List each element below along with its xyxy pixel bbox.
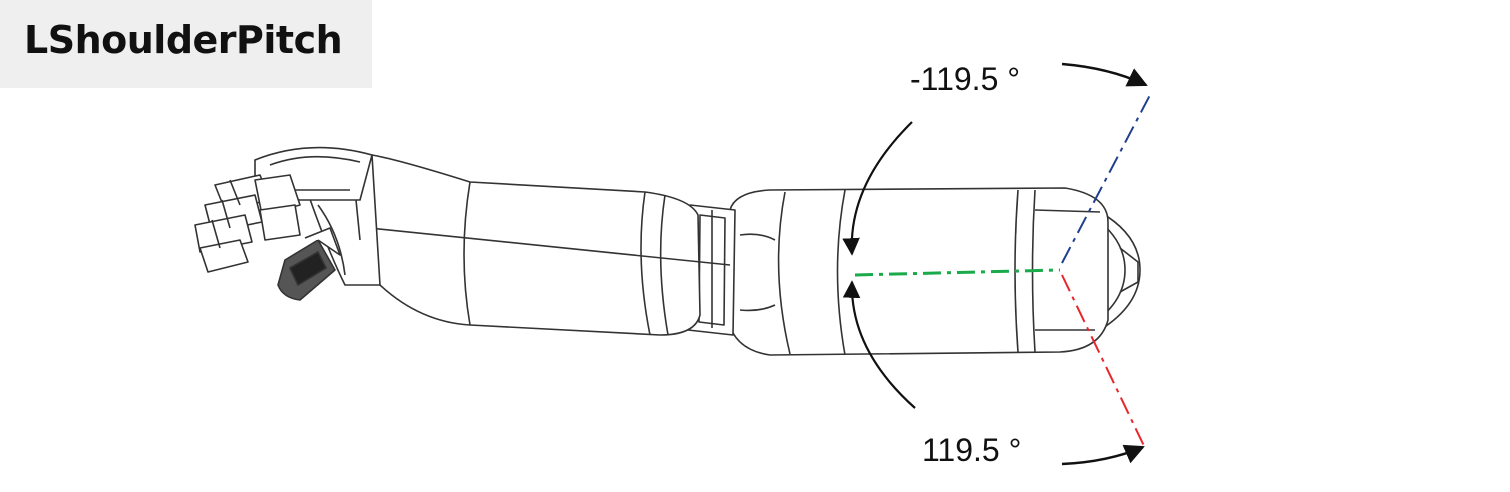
upper-range-arc [842, 121, 913, 256]
robot-arm [194, 146, 1141, 356]
thumb [277, 227, 341, 301]
min-angle-label: -119.5 ° [910, 61, 1021, 97]
min-angle-axis-line [1061, 94, 1151, 264]
joint-title: LShoulderPitch [24, 18, 343, 62]
neutral-axis-line [854, 268, 1061, 277]
lower-rotation-arrow [1061, 444, 1145, 466]
max-angle-label: 119.5 ° [922, 432, 1022, 468]
max-angle-axis-line [1061, 274, 1146, 449]
title-box: LShoulderPitch [0, 0, 372, 88]
fingers [194, 174, 301, 273]
lower-range-arc [842, 280, 916, 409]
upper-rotation-arrow [1061, 62, 1148, 87]
